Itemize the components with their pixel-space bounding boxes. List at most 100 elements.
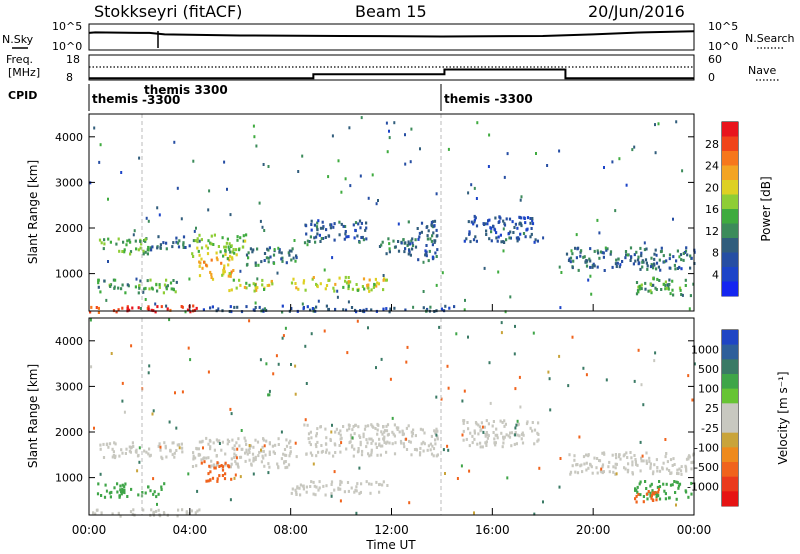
power-cell (453, 305, 456, 309)
velocity-cell (305, 485, 308, 489)
power-cell (223, 245, 226, 249)
power-colorbar-swatch (722, 252, 738, 268)
power-cell (312, 276, 315, 279)
velocity-cell (241, 447, 244, 451)
velocity-scatter-cell (310, 332, 313, 336)
velocity-cell (192, 457, 195, 461)
power-colorbar-tick: 16 (705, 203, 719, 216)
power-cell (679, 253, 683, 257)
velocity-cell (673, 463, 676, 466)
power-cell (689, 254, 692, 258)
velocity-cell (280, 457, 283, 461)
velocity-cell (307, 437, 310, 441)
power-cell (647, 289, 650, 293)
velocity-scatter-cell (187, 346, 190, 350)
velocity-cell (465, 437, 468, 441)
power-cell (502, 240, 505, 244)
velocity-cell (585, 461, 588, 465)
power-scatter-cell (139, 307, 142, 310)
power-cell (531, 222, 535, 226)
velocity-cell (658, 469, 662, 473)
velocity-cell (688, 454, 691, 458)
power-cell (322, 225, 325, 229)
velocity-cell (130, 446, 133, 450)
velocity-cell (334, 451, 337, 454)
velocity-cell (152, 510, 155, 514)
velocity-cell (212, 441, 215, 445)
power-cell (203, 260, 206, 264)
power-cell (502, 219, 505, 223)
power-scatter-cell (542, 236, 545, 240)
velocity-scatter-cell (294, 441, 297, 445)
power-cell (261, 283, 264, 287)
power-cell (254, 286, 257, 289)
velocity-cell (386, 484, 389, 487)
velocity-cell (350, 436, 353, 440)
power-cell (585, 264, 589, 268)
power-cell (408, 248, 411, 252)
power-cell (338, 276, 341, 280)
velocity-cell (410, 430, 413, 434)
power-cell (649, 265, 653, 269)
velocity-cell (320, 450, 323, 454)
velocity-cell (121, 451, 124, 455)
velocity-cell (309, 485, 312, 488)
power-scatter-cell (654, 123, 656, 127)
velocity-cell (671, 483, 674, 487)
velocity-cell (215, 463, 218, 467)
velocity-cell (633, 454, 636, 457)
velocity-cell (569, 472, 572, 476)
velocity-cell (432, 454, 435, 458)
velocity-cell (147, 452, 150, 456)
power-cell (529, 235, 532, 239)
power-scatter-cell (208, 189, 211, 193)
velocity-scatter-cell (571, 335, 574, 339)
power-cell (646, 267, 649, 271)
velocity-cell (218, 465, 221, 468)
velocity-cell (480, 421, 483, 425)
velocity-cell (405, 426, 408, 430)
power-cell (375, 284, 378, 288)
power-scatter-cell (688, 307, 691, 311)
velocity-scatter-cell (405, 360, 408, 364)
velocity-cell (668, 469, 671, 472)
power-cell (235, 286, 238, 290)
power-cell (212, 243, 215, 246)
power-colorbar-swatch (722, 223, 738, 239)
velocity-cell (220, 448, 223, 452)
velocity-scatter-cell (447, 448, 450, 452)
velocity-cell (585, 453, 588, 457)
velocity-cell (112, 450, 115, 454)
velocity-cell (119, 514, 122, 518)
velocity-cell (533, 442, 536, 446)
power-colorbar-swatch (722, 165, 738, 181)
velocity-cell (395, 426, 398, 430)
velocity-cell (600, 470, 603, 474)
velocity-cell (194, 456, 197, 460)
power-cell (424, 253, 427, 257)
power-cell (602, 255, 605, 259)
power-cell (224, 249, 227, 252)
velocity-scatter-cell (481, 425, 484, 429)
power-cell (569, 260, 572, 264)
velocity-cell (220, 464, 223, 467)
velocity-cell (678, 482, 682, 486)
power-scatter-cell (253, 135, 256, 139)
velocity-cell (432, 447, 436, 451)
velocity-cell (123, 485, 126, 489)
x-axis-label: Time UT (365, 538, 416, 552)
power-cell (290, 258, 293, 262)
velocity-cell (421, 428, 424, 432)
power-cell (356, 234, 359, 238)
power-cell (249, 247, 252, 251)
power-cell (142, 252, 145, 256)
power-cell (416, 227, 419, 230)
velocity-scatter-cell (235, 456, 238, 460)
power-cell (526, 216, 530, 220)
velocity-cell (372, 425, 375, 429)
velocity-cell (473, 437, 476, 441)
velocity-cell (471, 434, 474, 438)
power-cell (693, 250, 696, 254)
power-cell (508, 236, 511, 240)
power-scatter-cell (475, 197, 478, 200)
